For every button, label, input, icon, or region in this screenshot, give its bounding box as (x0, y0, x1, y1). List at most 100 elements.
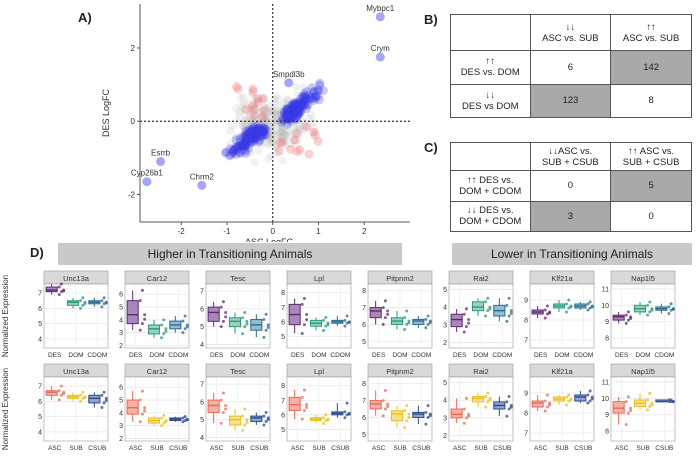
scatter-point-ns (280, 141, 289, 150)
scatter-point-ns (247, 123, 256, 132)
facet-x-tick-label: DOM (230, 352, 245, 359)
scatter-point-concordant (257, 131, 267, 141)
scatter-point-concordant (238, 132, 248, 142)
scatter-point-ns (251, 124, 260, 133)
box-point (629, 409, 633, 413)
scatter-point-ns (239, 122, 248, 131)
scatter-point-concordant (250, 131, 260, 141)
box-body (228, 317, 242, 328)
scatter-point-ns (252, 94, 261, 103)
scatter-point-ns (241, 114, 250, 123)
box-point (264, 411, 268, 415)
scatter-point-concordant (221, 147, 231, 157)
box-point (59, 384, 63, 388)
scatter-point-concordant (314, 95, 324, 105)
scatter-point-concordant (290, 101, 300, 111)
scatter-point-concordant (230, 144, 240, 154)
scatter-point-concordant (315, 80, 325, 90)
box-point (650, 403, 654, 407)
scatter-point-concordant (238, 140, 248, 150)
box-body (450, 313, 463, 328)
scatter-point-ns (269, 107, 278, 116)
scatter-point-ns (248, 115, 257, 124)
facet-y-tick-label: 6 (281, 412, 285, 419)
scatter-point-ns (246, 121, 255, 130)
facet-y-tick-label: 7 (281, 398, 285, 405)
scatter-point-concordant (243, 143, 253, 153)
facet-y-tick-label: 7 (524, 338, 528, 345)
box-point (221, 300, 225, 304)
box-point (407, 412, 411, 416)
box-point (183, 415, 187, 419)
box-point (183, 327, 187, 331)
scatter-point-concordant (256, 130, 266, 140)
scatter-point-ns (292, 82, 301, 91)
box-point (343, 416, 347, 420)
facet-x-tick-label: ASC (48, 445, 62, 452)
facet-y-tick-label: 4 (38, 336, 42, 343)
box-point (219, 421, 223, 425)
box-plot-grid: Normalized Expression Normalized Expressi… (1, 270, 676, 452)
scatter-point-ns (265, 137, 274, 146)
scatter-point-ns (239, 131, 248, 140)
box-body (450, 408, 463, 419)
box-body (412, 411, 425, 418)
scatter-point-concordant (285, 109, 295, 119)
facet-y-tick-label: 5 (281, 334, 285, 341)
scatter-point-concordant (298, 92, 308, 102)
box-point (462, 421, 466, 425)
scatter-point-ns (291, 130, 300, 139)
facet-x-tick-label: DOM (311, 352, 326, 359)
scatter-point-concordant (288, 104, 298, 114)
facet-y-tick-label: 5 (200, 417, 204, 424)
scatter-point-concordant (236, 141, 246, 151)
box-point (567, 393, 571, 397)
scatter-point-ns (231, 133, 240, 142)
box-point (57, 285, 61, 289)
box-point (505, 414, 509, 418)
scatter-point-ns (276, 133, 285, 142)
box-point (381, 414, 385, 418)
scatter-point-concordant (254, 124, 264, 134)
box-point (646, 303, 650, 307)
scatter-point-ns (250, 158, 259, 167)
scatter-point-concordant (282, 108, 292, 118)
box-point (624, 400, 628, 404)
box-body (471, 301, 485, 312)
box-body (88, 394, 101, 404)
scatter-point-ns (293, 91, 302, 100)
scatter-point-concordant (249, 121, 259, 131)
scatter-point-concordant (287, 106, 297, 116)
box-point (586, 401, 590, 405)
scatter-point-concordant (235, 134, 245, 144)
box-point (462, 312, 466, 316)
scatter-point-ns (268, 135, 277, 144)
scatter-point-concordant (285, 108, 295, 118)
scatter-x-tick-label: -1 (223, 227, 231, 236)
scatter-point-concordant (291, 98, 301, 108)
scatter-point-concordant (258, 127, 268, 137)
scatter-point-ns (263, 134, 272, 143)
scatter-point-concordant (250, 134, 260, 144)
scatter-point-ns (252, 137, 261, 146)
scatter-point-ns (287, 117, 296, 126)
facet-x-tick-label: DES (615, 352, 629, 359)
box-point (507, 407, 511, 411)
scatter-point-ns (244, 99, 253, 108)
scatter-point-ns (274, 112, 283, 121)
facet-y-tick-label: 5 (200, 324, 204, 331)
box-point (386, 309, 390, 313)
scatter-point-concordant (289, 106, 299, 116)
scatter-point-ns (255, 125, 264, 134)
scatter-point-concordant (278, 115, 288, 125)
box-point (102, 390, 106, 394)
scatter-point-labeled (375, 52, 385, 62)
scatter-point-ns (247, 105, 256, 114)
box-point (245, 420, 249, 424)
scatter-point-ns (257, 140, 266, 149)
table-b-cell: 123 (529, 83, 612, 118)
scatter-point-ns (236, 93, 245, 102)
table-c-cell: 5 (610, 170, 692, 202)
scatter-point-concordant (304, 94, 314, 104)
scatter-point-ns (236, 145, 245, 154)
